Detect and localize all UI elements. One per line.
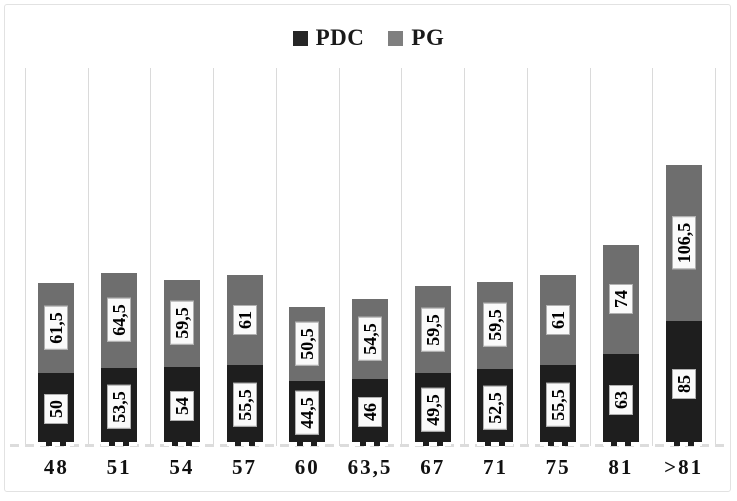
pg-value-label: 54,5 <box>358 316 382 361</box>
pg-value-label: 74 <box>608 284 633 315</box>
bar-stack: 61 55,5 <box>540 275 577 446</box>
category-gridline <box>589 68 591 446</box>
pdc-value-label: 44,5 <box>295 391 320 436</box>
x-tick-label: 75 <box>545 455 571 479</box>
bar-stack: 61 55,5 <box>226 275 263 446</box>
bar-bottom-dash-overlay <box>163 441 200 446</box>
pdc-value-label: 49,5 <box>420 387 445 432</box>
bar-bottom-dash-overlay <box>101 441 138 446</box>
pdc-value-label: 50 <box>44 394 69 425</box>
x-tick-label: 60 <box>294 455 320 479</box>
x-tick-label: 63,5 <box>347 455 393 479</box>
bar-stack: 54,5 46 <box>352 298 388 446</box>
category-gridline <box>715 68 716 446</box>
bar-bottom-dash-overlay <box>414 441 451 446</box>
pg-value-label: 61 <box>546 304 571 335</box>
bar-bottom-dash-overlay <box>352 441 388 446</box>
legend: PDC PG <box>0 24 737 52</box>
x-tick-label: 71 <box>482 455 508 479</box>
pg-value-label: 61 <box>232 304 257 335</box>
x-tick-label: 67 <box>420 455 446 479</box>
x-tick-label: >81 <box>664 455 704 479</box>
bar-stack: 74 63 <box>602 245 639 446</box>
bar-stack: 61,5 50 <box>38 282 75 446</box>
bar-bottom-dash-overlay <box>602 441 639 446</box>
pg-value-label: 64,5 <box>107 298 132 343</box>
pg-legend-swatch-icon <box>388 30 404 46</box>
legend-label-pdc: PDC <box>315 25 365 50</box>
legend-item-pg: PG <box>388 25 444 51</box>
pdc-legend-swatch-icon <box>292 30 308 46</box>
pdc-value-label: 63 <box>608 384 633 415</box>
pdc-value-label: 52,5 <box>483 385 508 430</box>
x-tick-label: 57 <box>232 455 258 479</box>
pdc-value-label: 55,5 <box>232 383 257 428</box>
pg-value-label: 59,5 <box>420 308 445 352</box>
pg-value-label: 59,5 <box>483 303 508 348</box>
pg-value-label: 50,5 <box>295 322 320 366</box>
category-gridline <box>275 68 277 446</box>
x-tick-label: 54 <box>169 455 195 479</box>
pg-value-label: 106,5 <box>671 217 696 270</box>
category-gridline <box>401 68 403 446</box>
category-gridline <box>526 68 528 446</box>
category-gridline <box>464 68 466 446</box>
category-gridline <box>213 68 215 446</box>
bar-bottom-dash-overlay <box>665 441 702 446</box>
bar-bottom-dash-overlay <box>289 441 326 446</box>
pg-value-label: 61,5 <box>44 305 69 350</box>
category-gridline <box>338 68 340 446</box>
bar-bottom-dash-overlay <box>226 441 263 446</box>
x-tick-label: 51 <box>106 455 132 479</box>
bar-stack: 59,5 52,5 <box>477 281 514 446</box>
bar-stack: 50,5 44,5 <box>289 306 326 446</box>
x-tick-label: 81 <box>608 455 634 479</box>
bar-bottom-dash-overlay <box>38 441 75 446</box>
category-gridline <box>652 68 654 446</box>
bar-bottom-dash-overlay <box>477 441 514 446</box>
legend-item-pdc: PDC <box>292 25 365 51</box>
bar-stack: 59,5 49,5 <box>414 286 451 446</box>
bar-stack: 64,5 53,5 <box>101 273 138 446</box>
pdc-value-label: 46 <box>358 397 382 428</box>
pdc-value-label: 55,5 <box>546 383 571 428</box>
pg-value-label: 59,5 <box>169 301 194 346</box>
x-tick-label: 48 <box>43 455 69 479</box>
legend-label-pg: PG <box>411 25 445 50</box>
bar-stack: 106,5 85 <box>665 165 702 446</box>
pdc-value-label: 54 <box>169 391 194 422</box>
category-gridline <box>150 68 152 446</box>
bar-stack: 59,5 54 <box>163 279 200 446</box>
category-gridline <box>87 68 89 446</box>
pdc-value-label: 85 <box>671 368 696 399</box>
category-gridline <box>25 68 26 446</box>
bar-bottom-dash-overlay <box>540 441 577 446</box>
pdc-value-label: 53,5 <box>107 385 132 429</box>
